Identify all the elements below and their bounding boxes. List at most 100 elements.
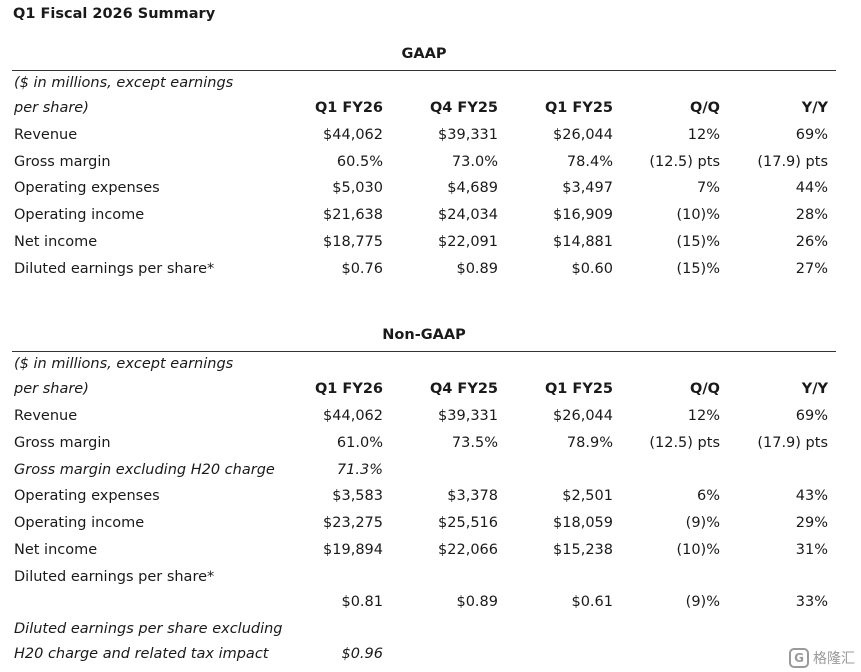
cell-value: 7% [696, 180, 720, 196]
cell-value: (10)% [676, 207, 720, 223]
cell-value: $15,238 [553, 542, 613, 558]
table-row: $0.81 $0.89 $0.61 (9)% 33% [0, 594, 861, 620]
cell-value: (17.9) pts [757, 435, 828, 451]
cell-value: $26,044 [553, 408, 613, 424]
row-label: Diluted earnings per share* [14, 261, 215, 277]
table-row: Operating income $21,638 $24,034 $16,909… [0, 207, 861, 233]
cell-value: $22,091 [438, 234, 498, 250]
cell-value: $14,881 [553, 234, 613, 250]
cell-value: $21,638 [323, 207, 383, 223]
table-row: Gross margin 60.5% 73.0% 78.4% (12.5) pt… [0, 154, 861, 180]
row-label: Diluted earnings per share excluding [14, 621, 283, 637]
cell-value: 73.0% [451, 154, 498, 170]
cell-value: 27% [795, 261, 828, 277]
cell-value: 26% [795, 234, 828, 250]
row-label: Net income [14, 234, 98, 250]
cell-value: 43% [795, 488, 828, 504]
cell-value: $39,331 [438, 408, 498, 424]
table-row: Diluted earnings per share* [0, 569, 861, 595]
gaap-divider [12, 70, 836, 71]
nongaap-header-q4fy25: Q4 FY25 [429, 381, 498, 397]
nongaap-divider [12, 351, 836, 352]
row-label: Gross margin [14, 154, 111, 170]
cell-value: 73.5% [451, 435, 498, 451]
nongaap-header-qq: Q/Q [690, 381, 720, 397]
cell-value: $24,034 [438, 207, 498, 223]
nongaap-header-row: per share) Q1 FY26 Q4 FY25 Q1 FY25 Q/Q Y… [0, 381, 861, 407]
table-row: H20 charge and related tax impact $0.96 [0, 646, 861, 672]
cell-value: (12.5) pts [649, 154, 720, 170]
cell-value: 44% [795, 180, 828, 196]
table-row: Revenue $44,062 $39,331 $26,044 12% 69% [0, 127, 861, 153]
nongaap-unit-line1: ($ in millions, except earnings [14, 356, 234, 372]
cell-value: $26,044 [553, 127, 613, 143]
row-label: Gross margin excluding H20 charge [14, 462, 275, 478]
cell-value: $0.60 [571, 261, 613, 277]
cell-value: $44,062 [323, 408, 383, 424]
row-label: Gross margin [14, 435, 111, 451]
table-row: Net income $18,775 $22,091 $14,881 (15)%… [0, 234, 861, 260]
page-title: Q1 Fiscal 2026 Summary [13, 6, 216, 22]
nongaap-unit-row: ($ in millions, except earnings [0, 356, 861, 382]
row-label: Operating income [14, 207, 145, 223]
gaap-header-q1fy25: Q1 FY25 [544, 100, 613, 116]
cell-value: $16,909 [553, 207, 613, 223]
watermark-logo-icon: G [789, 648, 809, 668]
gaap-header-q4fy25: Q4 FY25 [429, 100, 498, 116]
cell-value: 33% [795, 594, 828, 610]
cell-value: (9)% [685, 594, 720, 610]
cell-value: $0.89 [456, 261, 498, 277]
cell-value: $0.96 [341, 646, 383, 662]
cell-value: $19,894 [323, 542, 383, 558]
table-row: Gross margin excluding H20 charge 71.3% [0, 462, 861, 488]
row-label: Net income [14, 542, 98, 558]
cell-value: $39,331 [438, 127, 498, 143]
cell-value: $4,689 [447, 180, 498, 196]
cell-value: $2,501 [562, 488, 613, 504]
table-row: Net income $19,894 $22,066 $15,238 (10)%… [0, 542, 861, 568]
nongaap-header-q1fy25: Q1 FY25 [544, 381, 613, 397]
gaap-section-title: GAAP [401, 46, 447, 62]
cell-value: (15)% [676, 261, 720, 277]
cell-value: 78.4% [566, 154, 613, 170]
cell-value: (10)% [676, 542, 720, 558]
cell-value: $3,583 [332, 488, 383, 504]
gaap-unit-row: ($ in millions, except earnings [0, 75, 861, 101]
gaap-header-yy: Y/Y [801, 100, 828, 116]
cell-value: $5,030 [332, 180, 383, 196]
table-row: Revenue $44,062 $39,331 $26,044 12% 69% [0, 408, 861, 434]
row-label: Operating expenses [14, 488, 160, 504]
cell-value: $18,775 [323, 234, 383, 250]
table-row: Diluted earnings per share excluding [0, 621, 861, 647]
row-label: Revenue [14, 127, 78, 143]
gaap-unit-line1: ($ in millions, except earnings [14, 75, 234, 91]
cell-value: 29% [795, 515, 828, 531]
cell-value: $3,378 [447, 488, 498, 504]
gaap-header-q1fy26: Q1 FY26 [314, 100, 383, 116]
cell-value: 6% [696, 488, 720, 504]
cell-value: (17.9) pts [757, 154, 828, 170]
cell-value: 69% [795, 408, 828, 424]
cell-value: $23,275 [323, 515, 383, 531]
cell-value: $18,059 [553, 515, 613, 531]
cell-value: 28% [795, 207, 828, 223]
table-row: Operating income $23,275 $25,516 $18,059… [0, 515, 861, 541]
nongaap-header-q1fy26: Q1 FY26 [314, 381, 383, 397]
row-label: Revenue [14, 408, 78, 424]
row-label: H20 charge and related tax impact [14, 646, 269, 662]
watermark-text: 格隆汇 [813, 651, 855, 667]
cell-value: $0.76 [341, 261, 383, 277]
nongaap-section-title: Non-GAAP [382, 327, 466, 343]
cell-value: $0.61 [571, 594, 613, 610]
cell-value: 60.5% [336, 154, 383, 170]
cell-value: 12% [687, 127, 720, 143]
cell-value: $22,066 [438, 542, 498, 558]
nongaap-unit-line2: per share) [14, 381, 89, 397]
table-row: Operating expenses $3,583 $3,378 $2,501 … [0, 488, 861, 514]
row-label: Operating income [14, 515, 145, 531]
cell-value: $3,497 [562, 180, 613, 196]
nongaap-header-yy: Y/Y [801, 381, 828, 397]
gaap-header-row: per share) Q1 FY26 Q4 FY25 Q1 FY25 Q/Q Y… [0, 100, 861, 126]
cell-value: 69% [795, 127, 828, 143]
watermark: G 格隆汇 [789, 648, 855, 668]
